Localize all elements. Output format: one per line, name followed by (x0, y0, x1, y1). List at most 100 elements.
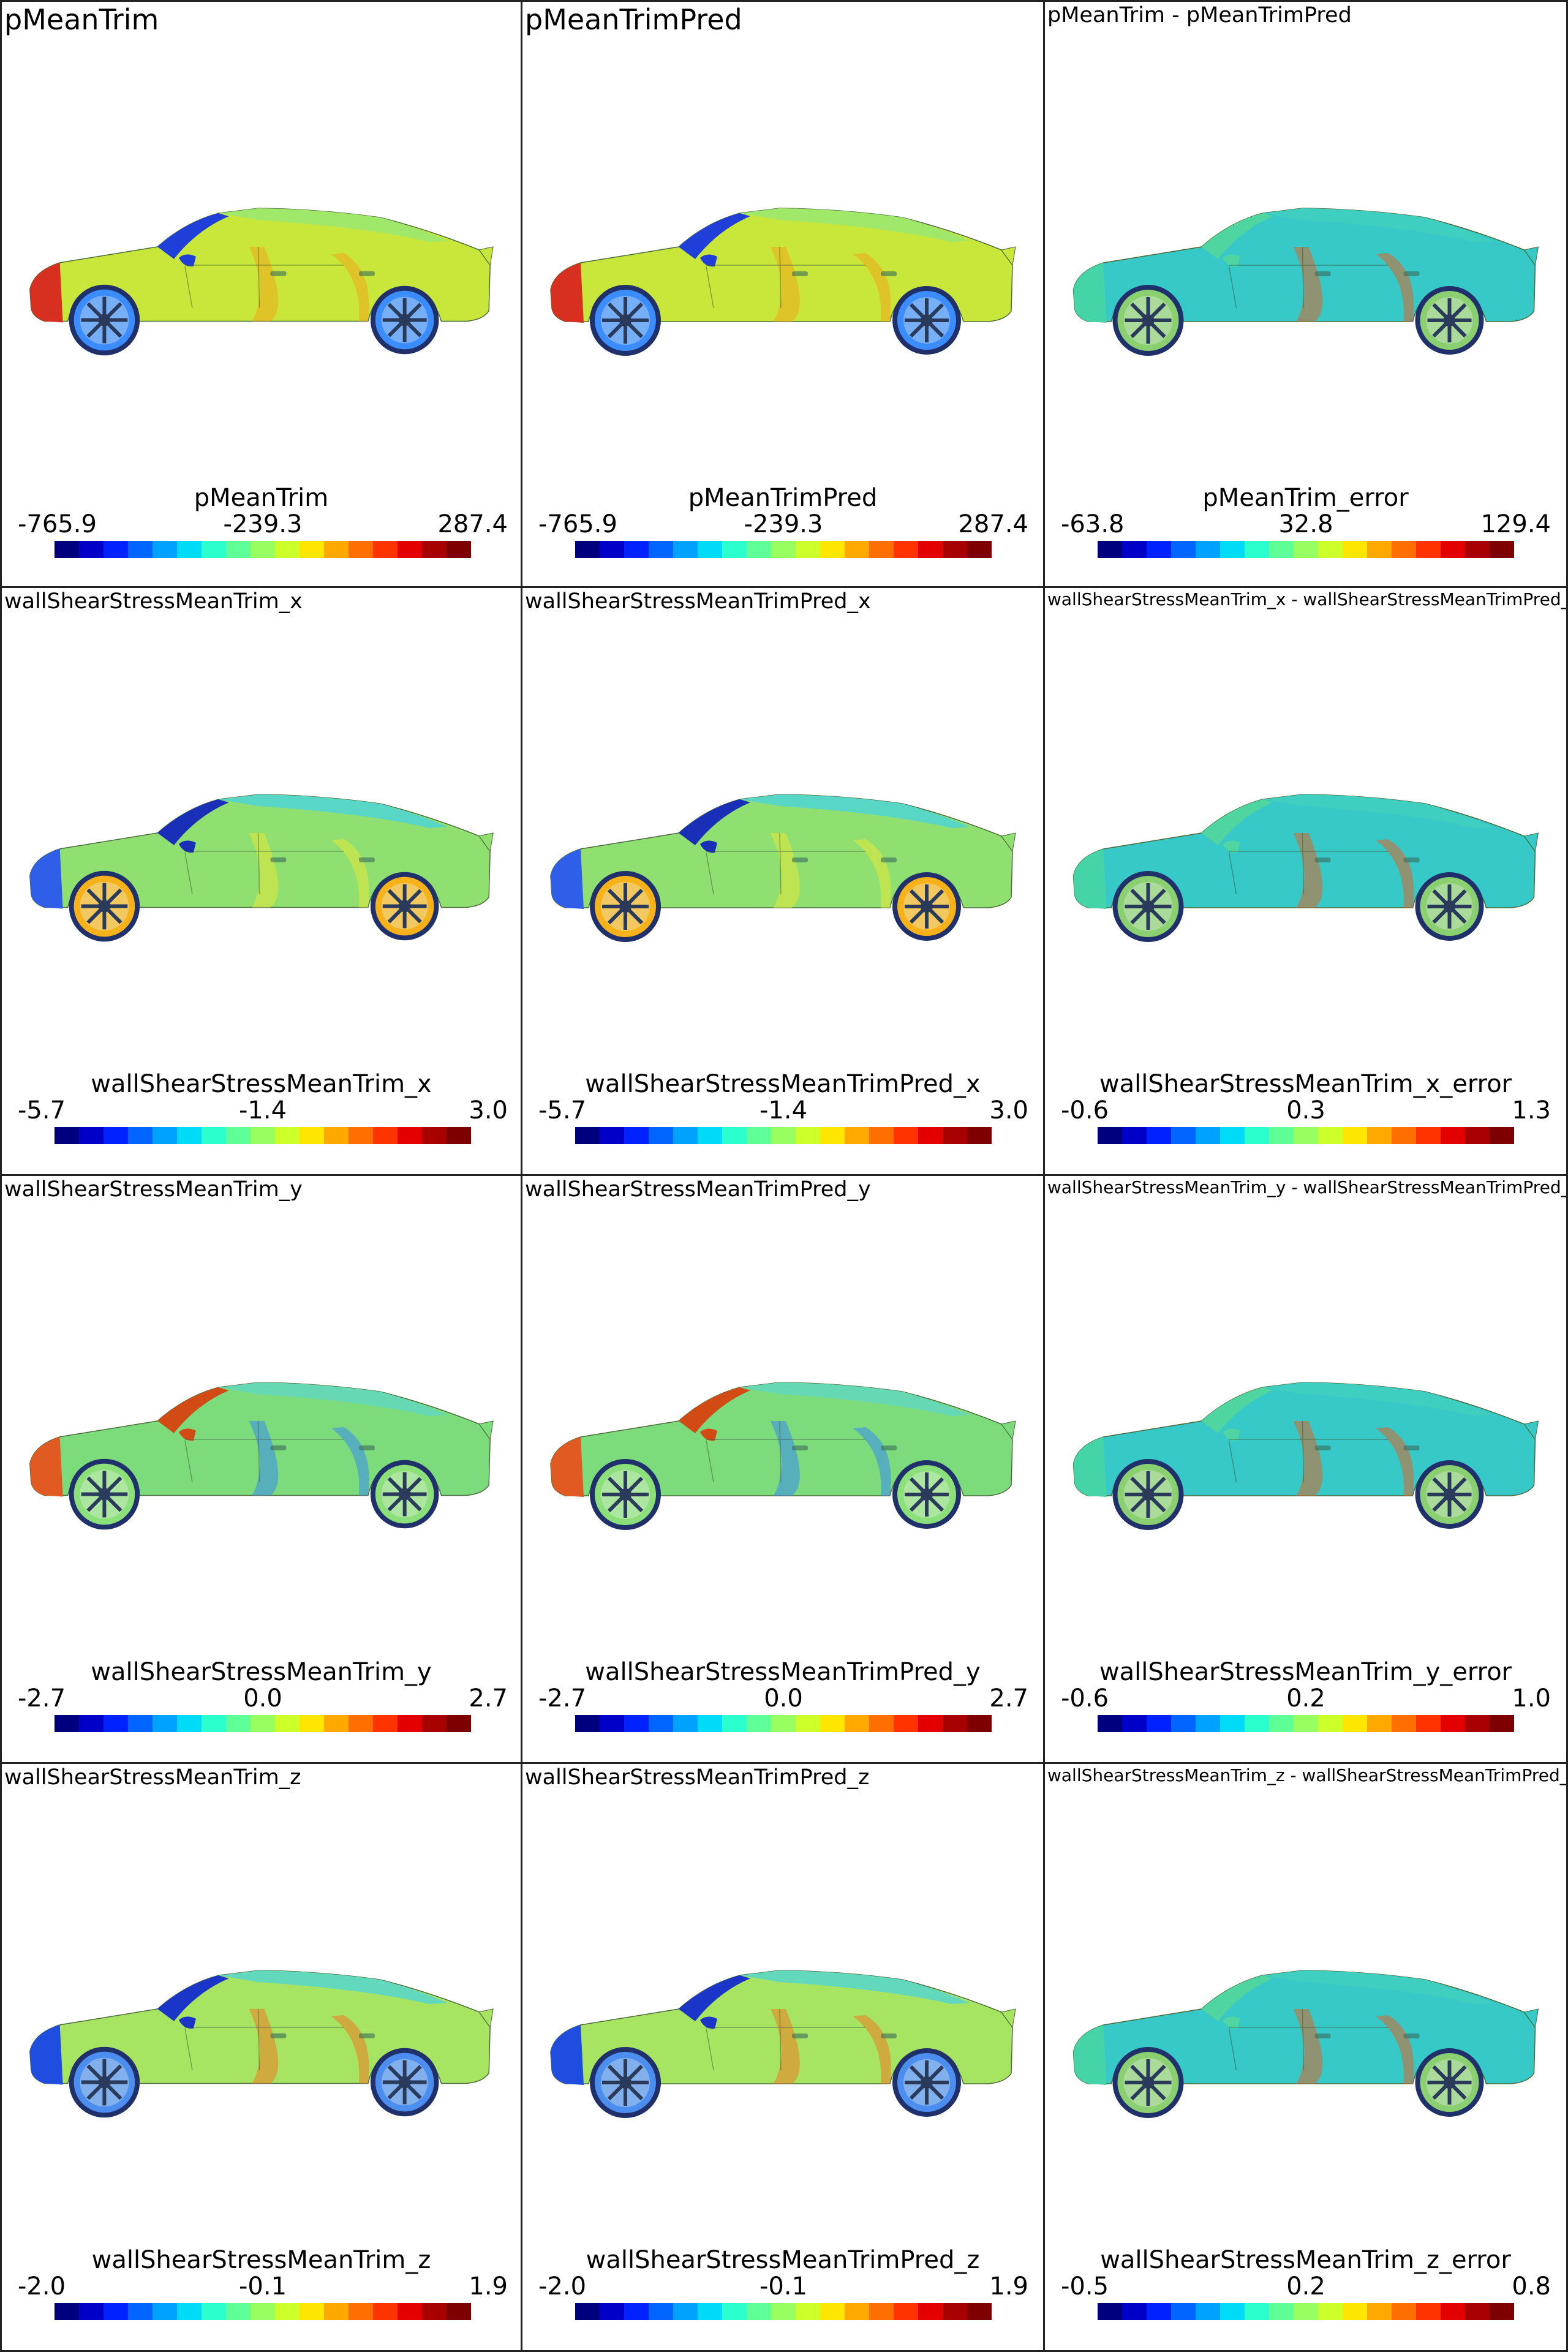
colorbar-labels: -0.6 0.3 1.3 (1061, 1096, 1551, 1125)
field-panel-6: wallShearStressMeanTrim_x - wallShearStr… (1045, 588, 1568, 1176)
colorbar-swatch (1147, 1715, 1171, 1732)
car-accent-rear (853, 2015, 891, 2084)
car-accent-rear (1376, 839, 1414, 908)
colorbar-swatch (373, 2303, 398, 2320)
colorbar-swatch (747, 2303, 771, 2320)
colorbar-swatch (398, 2303, 422, 2320)
front-wheel (1112, 1459, 1184, 1530)
colorbar-swatch (153, 1715, 177, 1732)
colorbar-min-label: -0.6 (1061, 1684, 1109, 1713)
car-windshield (1201, 799, 1273, 845)
colorbar-swatch (624, 1715, 649, 1732)
colorbar-min-label: -2.7 (538, 1684, 587, 1713)
field-panel-2: pMeanTrimPred (522, 0, 1045, 588)
colorbar-swatch (79, 1127, 104, 1144)
car-nose (551, 1437, 584, 1497)
car-mirror (700, 1428, 717, 1441)
colorbar-swatch (104, 1715, 128, 1732)
car-nose (29, 262, 63, 323)
colorbar-swatch (447, 1127, 471, 1144)
colorbar-swatch (673, 1715, 698, 1732)
colorbar-labels: -0.6 0.2 1.0 (1061, 1684, 1551, 1713)
front-wheel (69, 284, 140, 356)
colorbar-swatch (128, 1715, 153, 1732)
car-surface (29, 1382, 494, 1530)
colorbar-swatch (79, 541, 104, 558)
colorbar-swatch (104, 541, 128, 558)
colorbar-swatch (1490, 541, 1514, 558)
front-wheel (590, 285, 661, 356)
colorbar-swatch (624, 2303, 649, 2320)
colorbar-swatch (1196, 541, 1220, 558)
car-nose (551, 849, 584, 909)
field-panel-11: wallShearStressMeanTrimPred_z (522, 1764, 1045, 2352)
colorbar-swatch (673, 541, 698, 558)
colorbar-swatch (128, 541, 153, 558)
field-panel-1: pMeanTrim (0, 0, 522, 588)
front-wheel (1112, 285, 1184, 356)
colorbar-swatch (943, 541, 967, 558)
car-windshield (1201, 1975, 1273, 2021)
colorbar-swatch (698, 1715, 722, 1732)
colorbar-swatch (845, 541, 869, 558)
colorbar-swatch (1392, 1715, 1416, 1732)
colorbar-title: wallShearStressMeanTrimPred_z (586, 2246, 980, 2274)
colorbar-swatch (1147, 2303, 1171, 2320)
car-mirror (700, 254, 717, 267)
colorbar-swatch (649, 1715, 673, 1732)
colorbar-swatch (796, 541, 820, 558)
colorbar-swatch (624, 541, 649, 558)
colorbar-mid-label: -1.4 (759, 1096, 808, 1125)
colorbar-swatch (575, 1715, 600, 1732)
colorbar-swatch (894, 1715, 918, 1732)
colorbar-swatch (943, 1127, 967, 1144)
colorbar-title: pMeanTrim_error (1202, 484, 1409, 512)
colorbar-swatch (1294, 1127, 1318, 1144)
colorbar-swatch (1367, 1127, 1392, 1144)
panel-title: wallShearStressMeanTrim_z - wallShearStr… (1047, 1765, 1568, 1785)
colorbar-swatch (226, 2303, 251, 2320)
colorbar-max-label: 2.7 (989, 1684, 1028, 1713)
rear-wheel (1415, 872, 1484, 941)
car-roof (1262, 1970, 1493, 2004)
car-surface (1072, 794, 1539, 942)
colorbar-swatch (1465, 1127, 1490, 1144)
colorbar-title: wallShearStressMeanTrim_z (91, 2246, 431, 2274)
car-roof (1262, 794, 1493, 828)
car-render (1045, 1764, 1566, 2230)
colorbar-swatch (771, 541, 796, 558)
colorbar-swatch (349, 2303, 373, 2320)
colorbar-swatch (398, 1715, 422, 1732)
colorbar-swatch (1269, 541, 1294, 558)
colorbar-mid-label: -0.1 (238, 2272, 287, 2301)
colorbar (55, 2303, 471, 2320)
colorbar-swatch (1441, 1127, 1465, 1144)
car-mirror (178, 2016, 196, 2029)
rear-wheel (370, 2048, 439, 2117)
car-windshield (157, 799, 229, 845)
colorbar-swatch (177, 2303, 202, 2320)
colorbar (1098, 1127, 1514, 1144)
colorbar-swatch (153, 1127, 177, 1144)
colorbar-swatch (1318, 1715, 1343, 1732)
colorbar-swatch (398, 1127, 422, 1144)
front-wheel (590, 1459, 661, 1530)
colorbar-mid-label: -0.1 (759, 2272, 808, 2301)
colorbar-swatch (1441, 2303, 1465, 2320)
colorbar-min-label: -0.5 (1061, 2272, 1109, 2301)
colorbar-swatch (1098, 1715, 1122, 1732)
car-render (522, 1764, 1043, 2230)
colorbar-swatch (275, 1127, 300, 1144)
colorbar (575, 1715, 992, 1732)
colorbar-swatch (1318, 541, 1343, 558)
panel-title: pMeanTrim - pMeanTrimPred (1047, 3, 1352, 28)
colorbar (575, 541, 992, 558)
car-roof (740, 1382, 970, 1416)
front-wheel (69, 870, 140, 942)
colorbar-swatch (967, 1127, 992, 1144)
car-roof (218, 208, 448, 242)
car-mirror (1223, 254, 1240, 267)
colorbar-swatch (747, 1715, 771, 1732)
colorbar-swatch (869, 541, 894, 558)
colorbar-swatch (845, 1715, 869, 1732)
